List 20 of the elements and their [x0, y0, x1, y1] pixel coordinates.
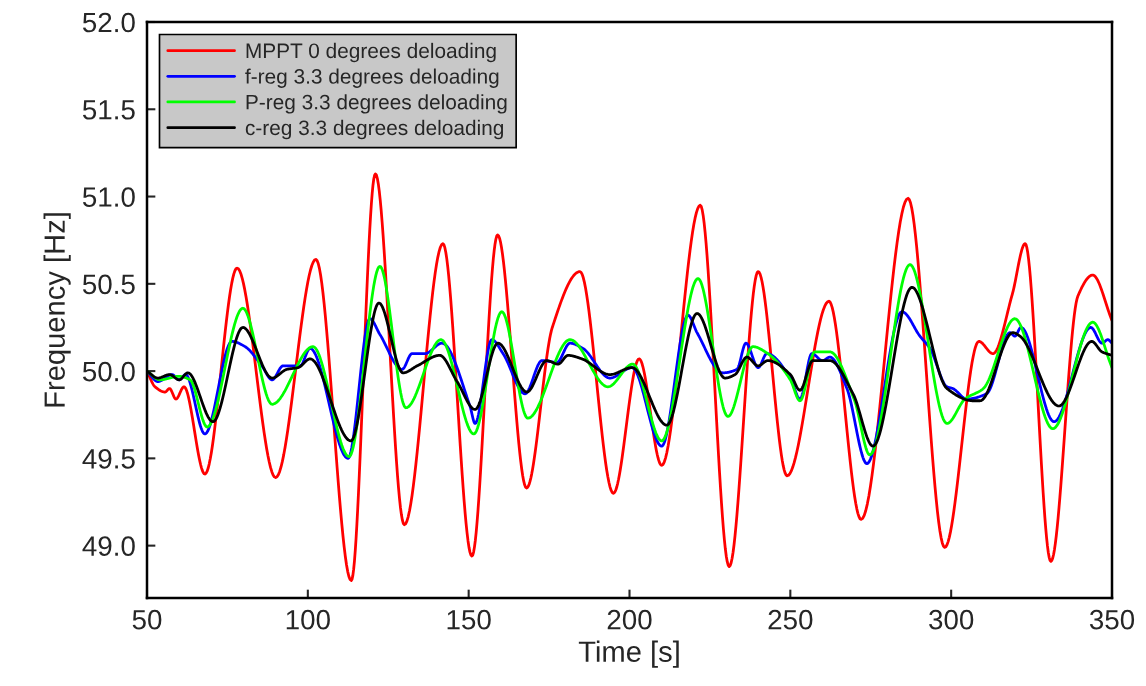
legend-label: c-reg 3.3 degrees deloading: [245, 119, 504, 140]
x-tick-label: 300: [929, 609, 974, 630]
y-tick-label: 50.0: [82, 361, 135, 382]
y-tick-label: 50.5: [82, 274, 135, 295]
y-tick-label: 51.0: [82, 187, 135, 207]
x-tick-label: 200: [607, 609, 652, 630]
x-tick-label: 50: [132, 609, 162, 630]
y-tick-label: 51.5: [82, 100, 135, 120]
x-tick-label: 350: [1089, 609, 1135, 630]
legend-label: MPPT 0 degrees deloading: [246, 42, 496, 63]
legend-label: f-reg 3.3 degrees deloading: [245, 68, 499, 88]
x-tick-label: 100: [286, 609, 330, 630]
y-tick-label: 49.0: [82, 536, 135, 556]
x-axis-title: Time [s]: [578, 640, 679, 668]
legend-label: P-reg 3.3 degrees deloading: [246, 94, 507, 114]
x-tick-label: 150: [447, 609, 491, 630]
x-tick-label: 250: [768, 609, 813, 630]
y-tick-label: 52.0: [82, 12, 135, 33]
y-tick-label: 49.5: [82, 449, 135, 469]
y-axis-title: Frequency [Hz]: [43, 213, 71, 407]
